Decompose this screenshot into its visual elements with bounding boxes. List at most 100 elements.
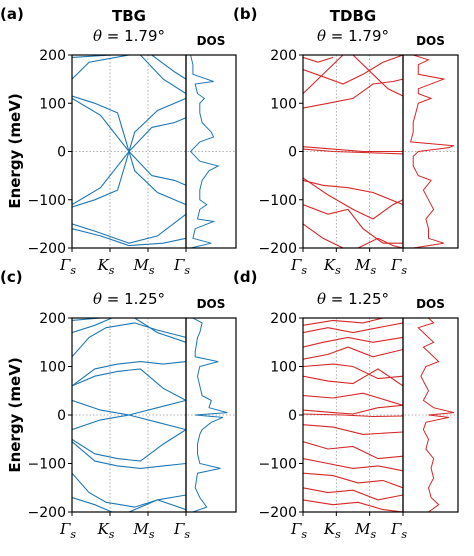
ytick-label: 0 [57, 145, 66, 161]
band-line [303, 55, 404, 85]
ytick-label: 100 [39, 96, 66, 112]
band-line [303, 472, 404, 489]
angle-symbol: θ [93, 290, 107, 308]
xtick-label: Ms [354, 520, 376, 541]
dos-axes-frame [402, 317, 459, 513]
band-line [303, 204, 403, 244]
panel-label: (c) [0, 268, 23, 286]
band-line [303, 318, 384, 326]
xtick-label: Γs [173, 520, 190, 541]
xtick-label: Ms [132, 256, 154, 277]
ytick-label: 200 [270, 311, 297, 327]
xtick-label: Γs [59, 256, 76, 277]
band-line [303, 179, 404, 206]
band-line [72, 399, 187, 416]
band-line [303, 148, 404, 155]
y-axis-label: Energy (meV) [6, 357, 24, 472]
dos-curve [417, 318, 455, 512]
angle-value: = 1.79° [331, 27, 389, 45]
ytick-label: 0 [288, 145, 297, 161]
xtick-label: Γs [290, 256, 307, 277]
band-line [72, 228, 187, 247]
xtick-label: Γs [390, 520, 407, 541]
angle-value: = 1.25° [107, 290, 165, 308]
ytick-label: 100 [270, 96, 297, 112]
band-line [357, 237, 404, 248]
band-line [303, 404, 404, 415]
bands [303, 55, 455, 248]
xtick-sub: s [184, 528, 190, 541]
band-line [72, 213, 187, 244]
xtick-label: Γs [59, 520, 76, 541]
angle-symbol: θ [317, 27, 331, 45]
xtick-sub: s [301, 528, 307, 541]
xtick-sub: s [371, 528, 377, 541]
ytick-label: −100 [259, 457, 297, 473]
xtick-sub: s [401, 528, 407, 541]
band-line [72, 472, 187, 508]
angle-label: θ = 1.79° [93, 27, 165, 45]
xtick-sub: s [109, 528, 115, 541]
panel-label: (a) [0, 5, 24, 23]
xtick-label: Γs [290, 520, 307, 541]
bands [72, 318, 228, 512]
ytick-label: −200 [259, 505, 297, 521]
ytick-label: −100 [28, 457, 66, 473]
dos-curve [409, 55, 455, 248]
ytick-label: 0 [57, 408, 66, 424]
ytick-label: −100 [259, 193, 297, 209]
xtick-sub: s [371, 264, 377, 277]
xtick-sub: s [70, 264, 76, 277]
band-line [303, 363, 404, 380]
dos-label: DOS [416, 34, 445, 48]
angle-value: = 1.79° [107, 27, 165, 45]
xtick-sub: s [149, 528, 155, 541]
xtick-sub: s [301, 264, 307, 277]
band-line [140, 55, 187, 95]
angle-label: θ = 1.79° [317, 27, 389, 45]
ytick-label: −200 [28, 241, 66, 257]
band-line [303, 458, 404, 472]
band-line [134, 318, 187, 343]
xtick-sub: s [70, 528, 76, 541]
xtick-label: Γs [390, 256, 407, 277]
band-line [303, 146, 403, 153]
band-line [72, 318, 113, 334]
xtick-label: Ms [132, 520, 154, 541]
angle-value: = 1.25° [331, 290, 389, 308]
xtick-label: Ks [323, 520, 341, 541]
xtick-label: Ks [323, 256, 341, 277]
panel-label: (b) [233, 5, 257, 23]
band-line [72, 441, 187, 469]
band-line [72, 496, 113, 512]
xtick-sub: s [184, 264, 190, 277]
band-line [72, 149, 187, 208]
dos-axes-frame [402, 54, 459, 249]
band-line [72, 97, 187, 153]
panel-label: (d) [233, 268, 257, 286]
band-line [72, 361, 187, 387]
band-line [303, 336, 404, 348]
xtick-sub: s [401, 264, 407, 277]
band-line [72, 322, 187, 358]
band-line [72, 368, 187, 401]
band-line [72, 55, 130, 80]
band-line [303, 441, 404, 460]
ytick-label: 200 [39, 48, 66, 64]
angle-label: θ = 1.25° [317, 290, 389, 308]
band-line [303, 223, 344, 248]
dos-label: DOS [197, 34, 226, 48]
xtick-sub: s [109, 264, 115, 277]
ytick-label: 100 [39, 360, 66, 376]
xtick-label: Ks [97, 520, 115, 541]
band-line [303, 487, 404, 501]
dos-axes-frame [185, 54, 237, 249]
dos-label: DOS [197, 297, 226, 311]
ytick-label: 200 [39, 311, 66, 327]
bands [303, 318, 455, 512]
